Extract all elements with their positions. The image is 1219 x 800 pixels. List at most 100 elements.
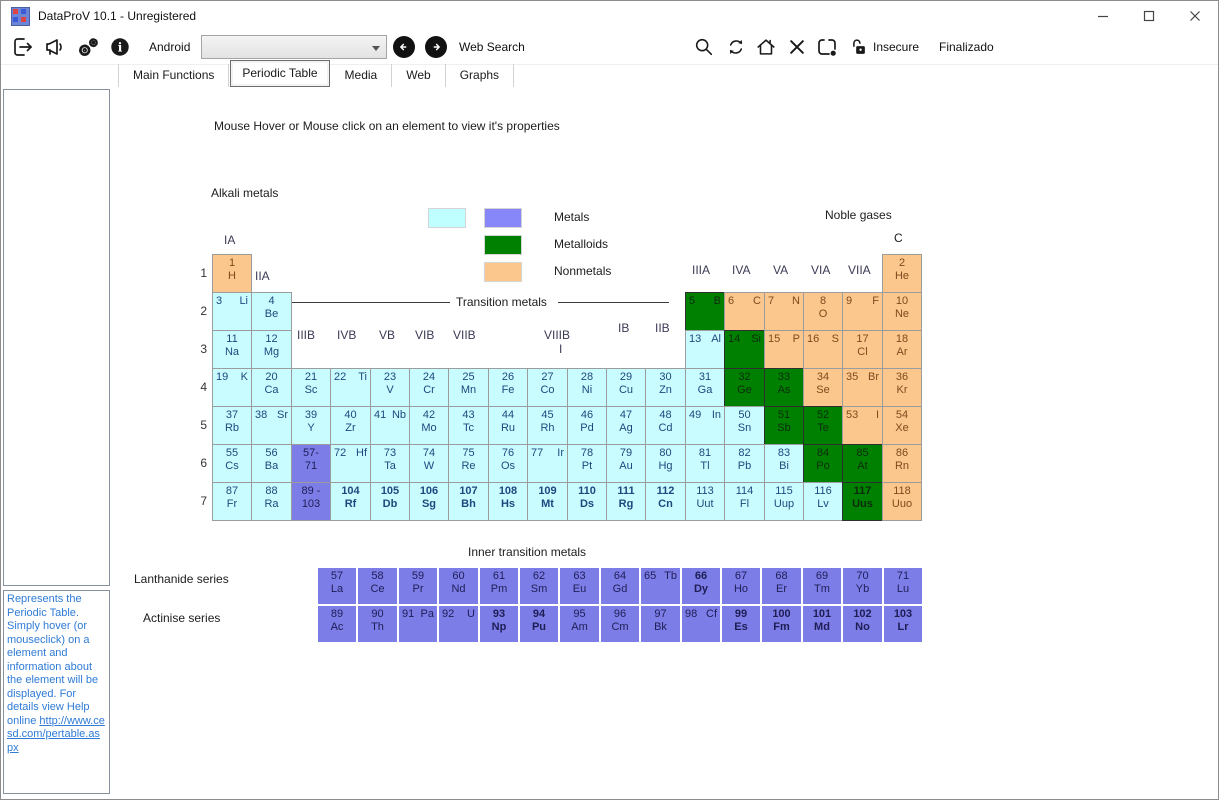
element-cell-Ge[interactable]: 32 Ge [724, 368, 765, 407]
element-cell-Sb[interactable]: 51 Sb [764, 406, 804, 445]
element-cell-Ta[interactable]: 73 Ta [370, 444, 410, 483]
element-cell-Ag[interactable]: 47 Ag [606, 406, 646, 445]
lanthanide-cell-Dy[interactable]: 66 Dy [681, 567, 721, 605]
lanthanide-cell-Tm[interactable]: 69 Tm [802, 567, 842, 605]
tab-periodic-table[interactable]: Periodic Table [230, 60, 330, 87]
lanthanide-cell-Ho[interactable]: 67 Ho [721, 567, 761, 605]
element-cell-Hs[interactable]: 108 Hs [488, 482, 528, 521]
element-cell-Kr[interactable]: 36 Kr [882, 368, 922, 407]
android-combobox[interactable] [201, 35, 387, 59]
tab-web[interactable]: Web [392, 64, 446, 87]
element-cell-Ga[interactable]: 31 Ga [685, 368, 725, 407]
forward-icon[interactable] [425, 34, 447, 60]
element-cell-Cd[interactable]: 48 Cd [645, 406, 686, 445]
element-cell-Mo[interactable]: 42 Mo [409, 406, 449, 445]
tab-main-functions[interactable]: Main Functions [118, 64, 230, 87]
element-cell-Uus[interactable]: 117 Uus [842, 482, 883, 521]
element-cell-Uut[interactable]: 113 Uut [685, 482, 725, 521]
element-cell-Ba[interactable]: 56 Ba [251, 444, 292, 483]
element-cell-Uuo[interactable]: 118 Uuo [882, 482, 922, 521]
element-cell-Pd[interactable]: 46 Pd [567, 406, 607, 445]
maximize-button[interactable] [1126, 1, 1172, 31]
element-cell-Cs[interactable]: 55 Cs [212, 444, 252, 483]
capture-icon[interactable] [815, 34, 839, 60]
element-cell-Fl[interactable]: 114 Fl [724, 482, 765, 521]
lanthanide-cell-Yb[interactable]: 70 Yb [842, 567, 883, 605]
actinide-cell-No[interactable]: 102 No [842, 605, 883, 643]
element-cell-Ni[interactable]: 28 Ni [567, 368, 607, 407]
actinide-cell-Md[interactable]: 101 Md [802, 605, 842, 643]
lanthanide-cell-Pr[interactable]: 59 Pr [398, 567, 438, 605]
sidebar-listbox[interactable] [3, 89, 110, 586]
actinide-cell-Pu[interactable]: 94 Pu [519, 605, 559, 643]
gears-icon[interactable] [75, 34, 101, 60]
element-cell-Sg[interactable]: 106 Sg [409, 482, 449, 521]
element-cell-Po[interactable]: 84 Po [803, 444, 843, 483]
actinide-cell-Lr[interactable]: 103 Lr [883, 605, 923, 643]
element-cell-Ti[interactable]: 22 Ti [330, 368, 371, 407]
element-cell-Ar[interactable]: 18 Ar [882, 330, 922, 369]
element-cell-Fe[interactable]: 26 Fe [488, 368, 528, 407]
element-cell-Te[interactable]: 52 Te [803, 406, 843, 445]
element-cell-Y[interactable]: 39 Y [291, 406, 331, 445]
element-cell-V[interactable]: 23 V [370, 368, 410, 407]
actinide-cell-Cf[interactable]: 98 Cf [681, 605, 721, 643]
lanthanide-cell-Gd[interactable]: 64 Gd [600, 567, 640, 605]
element-cell-Db[interactable]: 105 Db [370, 482, 410, 521]
megaphone-icon[interactable] [43, 34, 67, 60]
exit-icon[interactable] [11, 34, 35, 60]
element-cell-Rn[interactable]: 86 Rn [882, 444, 922, 483]
actinide-cell-Pa[interactable]: 91 Pa [398, 605, 438, 643]
element-cell-Cr[interactable]: 24 Cr [409, 368, 449, 407]
lanthanide-cell-La[interactable]: 57 La [317, 567, 357, 605]
element-cell-Lv[interactable]: 116 Lv [803, 482, 843, 521]
element-cell-Zr[interactable]: 40 Zr [330, 406, 371, 445]
search-icon[interactable] [693, 34, 715, 60]
close-x-icon[interactable] [787, 34, 807, 60]
element-cell-Cu[interactable]: 29 Cu [606, 368, 646, 407]
home-icon[interactable] [755, 34, 777, 60]
lanthanide-cell-Lu[interactable]: 71 Lu [883, 567, 923, 605]
element-cell-K[interactable]: 19 K [212, 368, 252, 407]
element-cell-S[interactable]: 16 S [803, 330, 843, 369]
element-cell-At[interactable]: 85 At [842, 444, 883, 483]
element-cell-Ne[interactable]: 10 Ne [882, 292, 922, 331]
lanthanide-cell-Ce[interactable]: 58 Ce [357, 567, 398, 605]
range-cell-103[interactable]: 89 -103 [291, 482, 331, 521]
element-cell-Se[interactable]: 34 Se [803, 368, 843, 407]
element-cell-Tl[interactable]: 81 Tl [685, 444, 725, 483]
element-cell-Ds[interactable]: 110 Ds [567, 482, 607, 521]
range-cell-71[interactable]: 57- 71 [291, 444, 331, 483]
element-cell-I[interactable]: 53 I [842, 406, 883, 445]
lanthanide-cell-Pm[interactable]: 61 Pm [479, 567, 519, 605]
element-cell-As[interactable]: 33 As [764, 368, 804, 407]
lanthanide-cell-Sm[interactable]: 62 Sm [519, 567, 559, 605]
element-cell-Sc[interactable]: 21 Sc [291, 368, 331, 407]
actinide-cell-Cm[interactable]: 96 Cm [600, 605, 640, 643]
actinide-cell-Ac[interactable]: 89 Ac [317, 605, 357, 643]
element-cell-Tc[interactable]: 43 Tc [448, 406, 489, 445]
element-cell-Xe[interactable]: 54 Xe [882, 406, 922, 445]
lanthanide-cell-Er[interactable]: 68 Er [761, 567, 802, 605]
element-cell-He[interactable]: 2 He [882, 254, 922, 293]
element-cell-Ir[interactable]: 77 Ir [527, 444, 568, 483]
minimize-button[interactable] [1080, 1, 1126, 31]
actinide-cell-Bk[interactable]: 97 Bk [640, 605, 681, 643]
element-cell-Bi[interactable]: 83 Bi [764, 444, 804, 483]
help-link[interactable]: http://www.cesd.com/pertable.aspx [7, 714, 105, 754]
tab-graphs[interactable]: Graphs [446, 64, 515, 87]
element-cell-In[interactable]: 49 In [685, 406, 725, 445]
element-cell-Bh[interactable]: 107 Bh [448, 482, 489, 521]
actinide-cell-U[interactable]: 92 U [438, 605, 479, 643]
tab-media[interactable]: Media [331, 64, 393, 87]
element-cell-Re[interactable]: 75 Re [448, 444, 489, 483]
element-cell-Cn[interactable]: 112 Cn [645, 482, 686, 521]
element-cell-Os[interactable]: 76 Os [488, 444, 528, 483]
element-cell-Au[interactable]: 79 Au [606, 444, 646, 483]
element-cell-Fr[interactable]: 87 Fr [212, 482, 252, 521]
element-cell-Si[interactable]: 14 Si [724, 330, 765, 369]
element-cell-Be[interactable]: 4 Be [251, 292, 292, 331]
